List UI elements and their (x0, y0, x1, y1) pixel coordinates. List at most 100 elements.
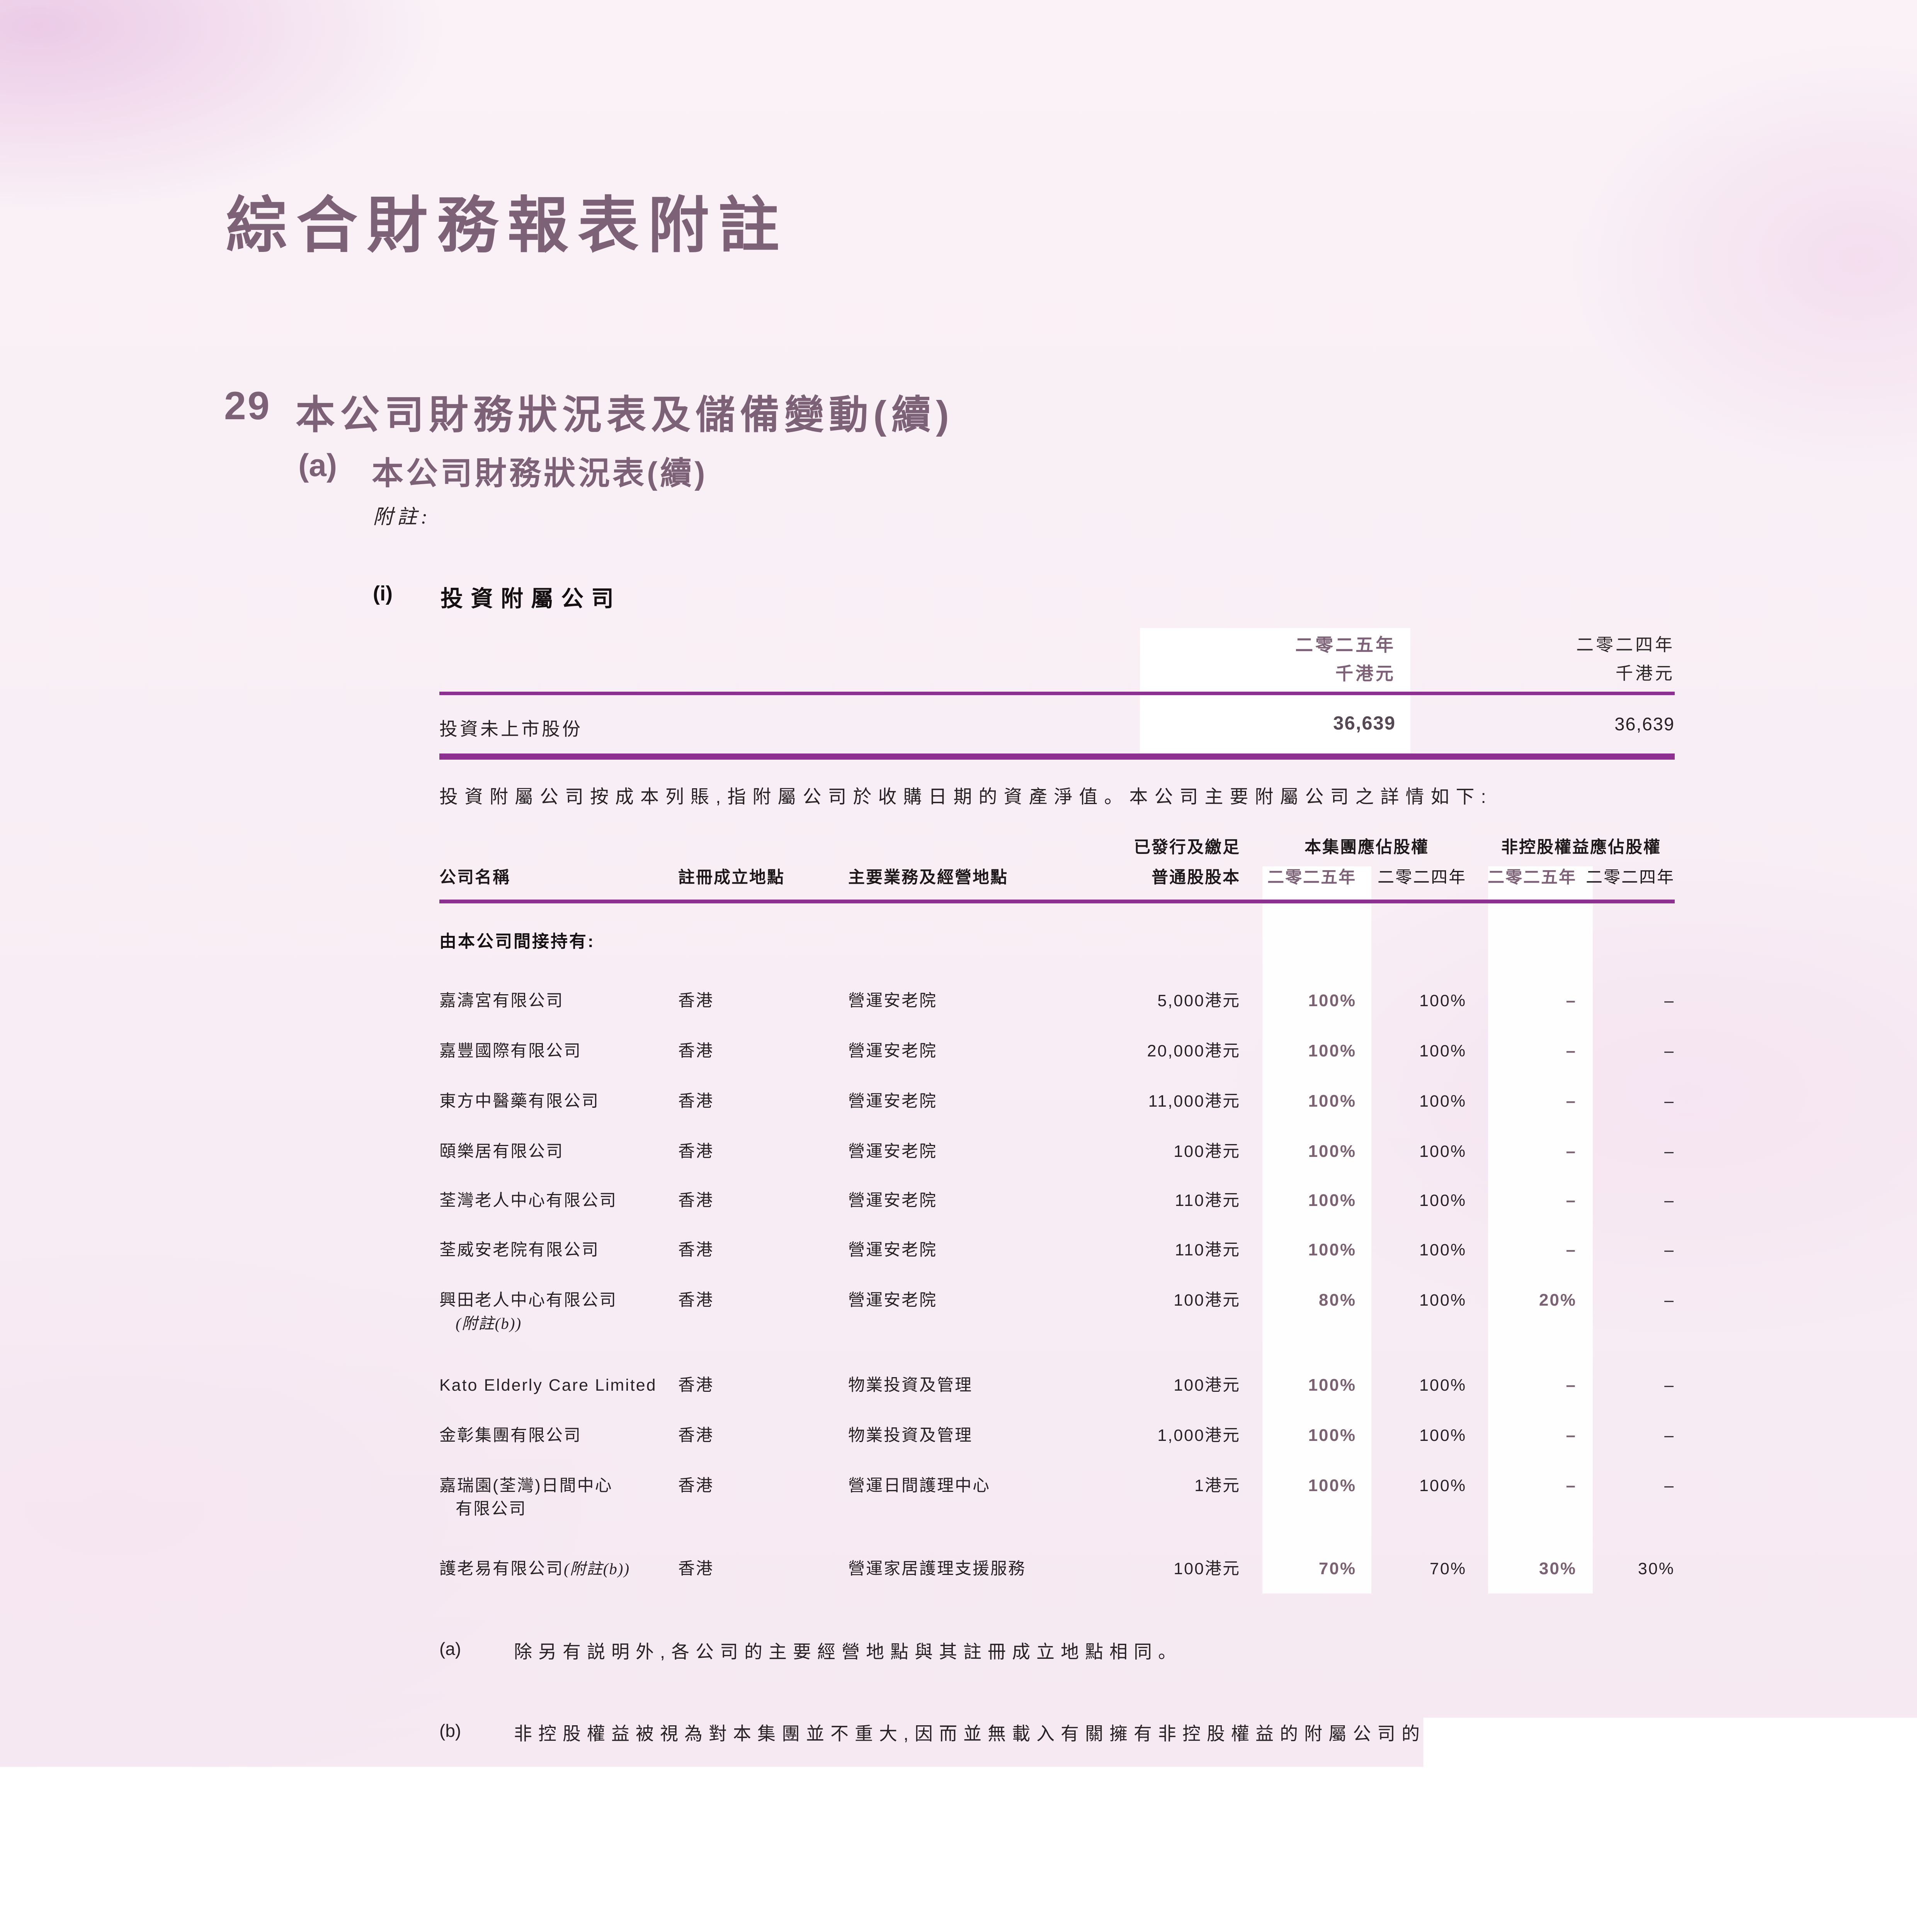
nci-equity-2025: – (1566, 1238, 1577, 1262)
header-place: 註冊成立地點 (678, 864, 785, 888)
nci-equity-2024: – (1664, 1289, 1675, 1312)
issued-share-capital: 110港元 (1175, 1238, 1240, 1262)
issued-share-capital: 5,000港元 (1157, 989, 1240, 1012)
table-rule-top (439, 692, 1675, 695)
nci-equity-2024: – (1664, 1039, 1675, 1063)
principal-business: 營運安老院 (848, 1189, 937, 1212)
place-of-incorporation: 香港 (678, 989, 714, 1012)
place-of-incorporation: 香港 (678, 1424, 714, 1447)
nci-2025-highlight-band (1488, 866, 1593, 1594)
principal-business: 營運日間護理中心 (848, 1474, 990, 1497)
group-equity-2024: 100% (1419, 1039, 1466, 1063)
nci-equity-2025: – (1566, 1039, 1577, 1063)
footnote-b-text: 非控股權益被視為對本集團並不重大,因而並無載入有關擁有非控股權益的附屬公司的財務… (514, 1719, 1596, 1745)
place-of-incorporation: 香港 (678, 1374, 714, 1397)
header-capital-line1: 已發行及繳足 (1134, 834, 1240, 858)
place-of-incorporation: 香港 (678, 1090, 714, 1113)
group-equity-2025: 100% (1308, 989, 1356, 1012)
nci-equity-2024: – (1664, 1140, 1675, 1163)
row-label: 投資未上市股份 (439, 714, 583, 741)
nci-equity-2025: 20% (1539, 1289, 1577, 1312)
group-equity-2025: 100% (1308, 1374, 1356, 1397)
company-name: 頤樂居有限公司 (439, 1140, 564, 1163)
place-of-incorporation: 香港 (678, 1039, 714, 1063)
nci-equity-2024: – (1664, 1424, 1675, 1447)
nci-equity-2025: – (1566, 1424, 1577, 1447)
footnote-a-label: (a) (439, 1638, 461, 1659)
group-equity-2025: 70% (1319, 1557, 1356, 1580)
subsection-label: (a) (298, 447, 337, 484)
header-business: 主要業務及經營地點 (848, 864, 1008, 888)
group-holding-label: 由本公司間接持有: (439, 927, 595, 952)
issued-share-capital: 100港元 (1174, 1140, 1240, 1163)
nci-equity-2025: – (1566, 1474, 1577, 1497)
item-label: (i) (373, 582, 393, 605)
nci-equity-2024: – (1664, 1189, 1675, 1212)
header-nci-2025: 二零二五年 (1488, 864, 1577, 888)
issued-share-capital: 100港元 (1174, 1557, 1240, 1580)
group-equity-2024: 100% (1419, 1090, 1466, 1113)
place-of-incorporation: 香港 (678, 1557, 714, 1580)
nci-equity-2025: – (1566, 1140, 1577, 1163)
issued-share-capital: 11,000港元 (1148, 1090, 1240, 1113)
nci-equity-2024: – (1664, 1090, 1675, 1113)
group-equity-2024: 100% (1419, 1140, 1466, 1163)
group-equity-2024: 100% (1419, 1189, 1466, 1212)
nci-equity-2024: – (1664, 1238, 1675, 1262)
group-equity-2025: 80% (1319, 1289, 1356, 1312)
group-equity-2024: 100% (1419, 1238, 1466, 1262)
header-group-2025: 二零二五年 (1267, 864, 1356, 888)
group-equity-2025: 100% (1308, 1039, 1356, 1063)
col-header-2025: 二零二五年 千港元 (1295, 631, 1396, 688)
section-number: 29 (224, 383, 271, 429)
group-equity-2024: 100% (1419, 989, 1466, 1012)
group-equity-2024: 70% (1430, 1557, 1466, 1580)
principal-business: 物業投資及管理 (848, 1374, 973, 1397)
place-of-incorporation: 香港 (678, 1238, 714, 1262)
principal-business: 營運安老院 (848, 1039, 937, 1063)
company-name: 護老易有限公司(附註(b)) (439, 1557, 630, 1580)
issued-share-capital: 1,000港元 (1157, 1424, 1240, 1447)
footnote-a-text: 除另有説明外,各公司的主要經營地點與其註冊成立地點相同。 (514, 1637, 1182, 1663)
header-capital-line2: 普通股股本 (1152, 864, 1240, 888)
item-title: 投資附屬公司 (441, 580, 621, 613)
issued-share-capital: 20,000港元 (1147, 1039, 1240, 1063)
nci-equity-2024: 30% (1638, 1557, 1675, 1580)
header-nci-2024: 二零二四年 (1586, 864, 1675, 888)
company-name: 興田老人中心有限公司 (附註(b)) (439, 1289, 617, 1335)
company-name: 東方中醫藥有限公司 (439, 1090, 599, 1113)
group-equity-2025: 100% (1308, 1189, 1356, 1212)
company-name: Kato Elderly Care Limited (439, 1374, 657, 1397)
company-name: 荃威安老院有限公司 (439, 1238, 599, 1262)
header-company: 公司名稱 (439, 864, 510, 888)
principal-business: 營運家居護理支援服務 (848, 1557, 1026, 1580)
header-group-equity: 本集團應佔股權 (1251, 834, 1483, 858)
place-of-incorporation: 香港 (678, 1474, 714, 1497)
nci-equity-2025: 30% (1539, 1557, 1577, 1580)
place-of-incorporation: 香港 (678, 1189, 714, 1212)
intro-paragraph: 投資附屬公司按成本列賬,指附屬公司於收購日期的資產淨值。本公司主要附屬公司之詳情… (439, 781, 1493, 808)
notes-label: 附註: (373, 500, 431, 529)
table-rule-bottom (439, 753, 1675, 760)
company-name: 荃灣老人中心有限公司 (439, 1189, 617, 1212)
group-equity-2025: 100% (1308, 1424, 1356, 1447)
group-equity-2024: 100% (1419, 1374, 1466, 1397)
principal-business: 物業投資及管理 (848, 1424, 973, 1447)
issued-share-capital: 1港元 (1194, 1474, 1240, 1497)
nci-equity-2025: – (1566, 1374, 1577, 1397)
nci-equity-2025: – (1566, 989, 1577, 1012)
page-title: 綜合財務報表附註 (226, 176, 789, 264)
section-title: 本公司財務狀況表及儲備變動(續) (296, 383, 954, 440)
group-equity-2025: 100% (1308, 1090, 1356, 1113)
investment-table: 二零二五年 千港元 二零二四年 千港元 投資未上市股份 36,639 36,63… (439, 618, 1675, 773)
principal-business: 營運安老院 (848, 1090, 937, 1113)
subsection-title: 本公司財務狀況表(續) (372, 447, 708, 493)
table-header-rule (439, 900, 1675, 903)
group-equity-2025: 100% (1308, 1238, 1356, 1262)
place-of-incorporation: 香港 (678, 1140, 714, 1163)
nci-equity-2024: – (1664, 989, 1675, 1012)
company-name: 嘉瑞園(荃灣)日間中心 有限公司 (439, 1474, 613, 1520)
group-equity-2024: 100% (1419, 1474, 1466, 1497)
group-equity-2024: 100% (1419, 1424, 1466, 1447)
principal-business: 營運安老院 (848, 1289, 937, 1312)
